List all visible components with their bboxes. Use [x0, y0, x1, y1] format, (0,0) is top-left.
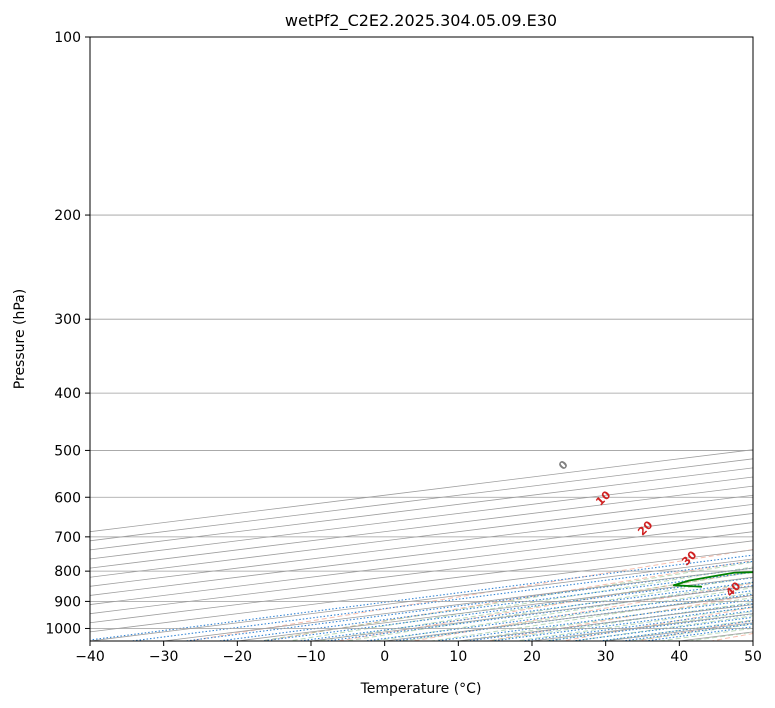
y-tick-label: 700	[54, 530, 81, 546]
y-tick-label: 400	[54, 386, 81, 402]
x-tick-label: −40	[75, 649, 105, 665]
isotherm-line	[384, 595, 753, 641]
x-tick-label: 20	[523, 649, 541, 665]
dry-adiabat	[409, 582, 753, 641]
isotherm-line	[90, 476, 753, 560]
mixing-ratio-line	[432, 599, 753, 641]
isotherm-line	[458, 604, 753, 641]
chart-title: wetPf2_C2E2.2025.304.05.09.E30	[285, 11, 557, 31]
dewpoint-profile	[672, 571, 753, 588]
moist-adiabat	[371, 581, 753, 641]
dry-adiabat	[722, 10, 775, 653]
x-tick-label: 50	[744, 649, 762, 665]
x-tick-label: 10	[449, 649, 467, 665]
x-tick-label: 40	[670, 649, 688, 665]
isotherm-line	[752, 640, 753, 641]
y-tick-label: 200	[54, 208, 81, 224]
x-tick-label: −30	[149, 649, 179, 665]
isotherm-line	[90, 458, 753, 542]
dry-adiabat	[335, 571, 753, 641]
dry-adiabat	[260, 559, 753, 641]
isotherm-line	[90, 540, 753, 624]
x-tick-label: 0	[380, 649, 389, 665]
moist-adiabat	[656, 627, 753, 641]
moist-adiabat	[627, 623, 753, 641]
moist-adiabat	[456, 597, 753, 641]
isotherm-line	[90, 503, 753, 587]
moist-adiabat	[569, 615, 753, 641]
moist-adiabat	[427, 592, 753, 641]
x-tick-label: 30	[597, 649, 615, 665]
moist-adiabat	[541, 610, 753, 641]
moist-adiabat-label: 0	[556, 458, 571, 473]
y-axis-label: Pressure (hPa)	[12, 289, 28, 389]
isotherm-line	[90, 494, 753, 578]
y-tick-label: 900	[54, 594, 81, 610]
isotherm-line	[679, 631, 753, 641]
dry-adiabat	[484, 594, 753, 641]
isotherm-line	[90, 467, 753, 551]
isotherm-line	[531, 613, 753, 641]
dry-adiabat	[185, 548, 753, 641]
isotherm-line	[90, 522, 753, 605]
plot-frame	[89, 36, 754, 642]
dry-adiabat	[559, 607, 753, 641]
moist-adiabat	[314, 571, 753, 641]
y-tick-label: 1000	[45, 621, 81, 637]
isotherm-line	[90, 513, 753, 596]
x-axis-label: Temperature (°C)	[360, 681, 482, 697]
y-tick-label: 800	[54, 564, 81, 580]
isotherm-line	[237, 576, 753, 641]
y-tick-label: 600	[54, 490, 81, 506]
moist-adiabat-label: 30	[679, 548, 699, 568]
isotherm-line	[163, 567, 753, 641]
isotherm-line	[90, 485, 753, 569]
x-tick-label: −20	[223, 649, 253, 665]
moist-adiabat	[484, 601, 753, 641]
isotherm-line	[90, 449, 753, 533]
y-tick-label: 100	[54, 30, 81, 46]
isotherm-line	[90, 549, 753, 633]
y-tick-label: 500	[54, 443, 81, 459]
x-tick-label: −10	[296, 649, 326, 665]
dry-adiabat	[634, 619, 753, 641]
y-tick-label: 300	[54, 312, 81, 328]
isotherm-line	[90, 531, 753, 615]
moist-adiabat	[512, 606, 753, 641]
